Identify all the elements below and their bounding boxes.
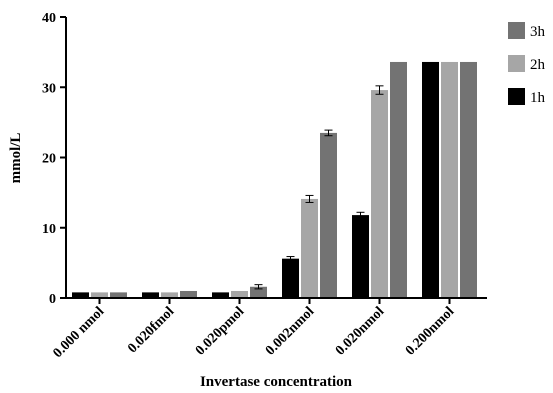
bar-2h-2 [231, 290, 248, 298]
legend-label-2h: 2h [530, 57, 546, 73]
x-tick-label: 0.002nmol [263, 304, 317, 358]
legend-label-1h: 1h [530, 90, 546, 106]
error-bars-group [254, 85, 384, 290]
y-tick-label: 10 [42, 222, 56, 237]
x-tick-label: 0.020fmol [125, 304, 177, 356]
bar-3h-5 [460, 61, 477, 299]
bar-3h-0 [110, 292, 127, 298]
bar-2h-4 [371, 90, 388, 298]
bar-2h-3 [301, 198, 318, 298]
bar-1h-1 [142, 292, 159, 298]
legend-swatch-3h [508, 22, 525, 39]
bar-1h-5 [422, 61, 439, 299]
y-tick-label: 40 [42, 11, 56, 26]
bar-3h-1 [180, 290, 197, 298]
x-tick-label: 0.000 nmol [51, 304, 108, 361]
bar-2h-5 [441, 61, 458, 299]
x-ticks-group: 0.000 nmol 0.020fmol 0.020pmol 0.002nmol 0.0… [51, 298, 457, 361]
x-tick-label: 0.020pmol [193, 304, 247, 358]
y-tick-label: 0 [49, 292, 56, 307]
bar-1h-0 [72, 292, 89, 298]
y-ticks-group: 0 10 20 30 40 [42, 11, 66, 307]
bar-1h-4 [352, 215, 369, 298]
bar-3h-2 [250, 286, 267, 298]
legend-swatch-1h [508, 88, 525, 105]
bar-3h-4 [390, 61, 407, 299]
bar-1h-3 [282, 258, 299, 298]
bar-1h-2 [212, 292, 229, 298]
y-tick-label: 30 [42, 81, 56, 96]
legend: 3h 2h 1h [508, 22, 546, 106]
bar-3h-3 [320, 132, 337, 298]
x-tick-label: 0.200nmol [403, 304, 457, 358]
x-axis-title: Invertase concentration [200, 374, 353, 390]
legend-label-3h: 3h [530, 24, 546, 40]
y-tick-label: 20 [42, 152, 56, 167]
x-tick-label: 0.020nmol [333, 304, 387, 358]
y-axis-title: mmol/L [8, 133, 24, 184]
bars-group [72, 61, 477, 299]
bar-2h-0 [91, 292, 108, 298]
bar-2h-1 [161, 292, 178, 298]
legend-swatch-2h [508, 55, 525, 72]
